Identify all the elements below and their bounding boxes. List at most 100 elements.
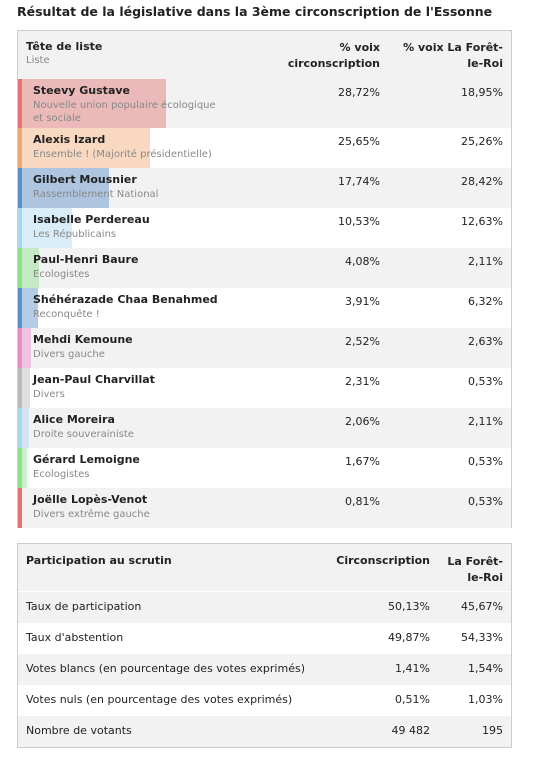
bar [18,248,39,288]
circ-value: 49 482 [391,724,431,737]
circ-value: 0,81% [345,495,380,508]
party-name: Ensemble ! (Majorité présidentielle) [33,149,212,160]
header-cell: Participation au scrutin [26,554,172,567]
candidate-name: Mehdi Kemoune [33,333,133,346]
party-name: Ecologistes [33,269,90,280]
circ-value: 49,87% [388,631,430,644]
header-cell: Circonscription [336,554,430,567]
header-sub: Liste [26,55,50,66]
circ-value: 17,74% [338,175,380,188]
bar [18,128,151,168]
participation-row: Votes nuls (en pourcentage des votes exp… [18,685,511,716]
commune-value: 1,54% [468,662,503,675]
result-row: Joëlle Lopès-Venot Divers extrême gauche 0… [18,488,511,528]
commune-value: 25,26% [461,135,503,148]
party-name: Divers [33,389,65,400]
circ-value: 3,91% [345,295,380,308]
candidate-name: Gérard Lemoigne [33,453,140,466]
color-strip [18,328,22,368]
circ-value: 1,41% [395,662,430,675]
bar [18,288,39,328]
result-row: Jean-Paul Charvillat Divers 2,31% 0,53% [18,368,511,408]
circ-value: 4,08% [345,255,380,268]
color-strip [18,168,22,208]
candidate-name: Joëlle Lopès-Venot [33,493,148,506]
commune-value: 54,33% [461,631,503,644]
bar [18,79,166,128]
commune-value: 45,67% [461,600,503,613]
commune-value: 0,53% [468,375,503,388]
commune-value: 18,95% [461,86,503,99]
party-name: Ecologistes [33,469,90,480]
color-strip [18,368,22,408]
result-row: Alexis Izard Ensemble ! (Majorité préside… [18,128,511,168]
result-row: Gilbert Mousnier Rassemblement National 17… [18,168,511,208]
header-row: Tête de liste Liste % voix circonscripti… [18,31,511,79]
color-strip [18,488,22,528]
commune-value: 2,63% [468,335,503,348]
bar [18,168,110,208]
commune-value: 195 [482,724,503,737]
commune-value: 12,63% [461,215,503,228]
participation-row: Taux de participation 50,13% 45,67% [18,592,511,623]
party-name: Nouvelle union populaire écologique et s… [33,100,216,124]
candidate-name: Alice Moreira [33,413,115,426]
color-strip [18,208,22,248]
result-row: Shéhérazade Chaa Benahmed Reconquête ! 3,9… [18,288,511,328]
label: Votes blancs (en pourcentage des votes e… [26,662,305,675]
party-name: Droite souverainiste [33,429,134,440]
result-row: Alice Moreira Droite souverainiste 2,06% 2,… [18,408,511,448]
label: Taux de participation [26,600,142,613]
participation-row: Votes blancs (en pourcentage des votes e… [18,654,511,685]
color-strip [18,79,22,128]
color-strip [18,288,22,328]
label: Taux d'abstention [26,631,124,644]
participation-table: Participation au scrutin Circonscription L… [17,543,512,748]
circ-value: 2,52% [345,335,380,348]
circ-value: 50,13% [388,600,430,613]
header-col1: % voix circonscription [287,41,380,70]
participation-row: Taux d'abstention 49,87% 54,33% [18,623,511,654]
results-table: Tête de liste Liste % voix circonscripti… [17,30,512,528]
label: Votes nuls (en pourcentage des votes exp… [26,693,293,706]
color-strip [18,448,22,488]
circ-value: 25,65% [338,135,380,148]
candidate-name: Alexis Izard [33,133,106,146]
party-name: Rassemblement National [33,189,159,200]
candidate-name: Jean-Paul Charvillat [33,373,155,386]
result-row: Isabelle Perdereau Les Républicains 10,53%… [18,208,511,248]
label: Nombre de votants [26,724,132,737]
commune-value: 2,11% [468,415,503,428]
circ-value: 10,53% [338,215,380,228]
party-name: Divers gauche [33,349,105,360]
circ-value: 2,06% [345,415,380,428]
title: Résultat de la législative dans la 3ème … [17,4,493,19]
candidate-name: Isabelle Perdereau [33,213,150,226]
circ-value: 1,67% [345,455,380,468]
header-cell: La Forêt-le-Roi [447,555,503,584]
circ-value: 28,72% [338,86,380,99]
bar [18,368,30,408]
commune-value: 6,32% [468,295,503,308]
result-row: Steevy Gustave Nouvelle union populaire é… [18,79,511,128]
bar [18,408,29,448]
result-row: Gérard Lemoigne Ecologistes 1,67% 0,53% [18,448,511,488]
candidate-name: Paul-Henri Baure [33,253,139,266]
bar [18,448,27,488]
participation-row: Nombre de votants 49 482 195 [18,716,511,747]
candidate-name: Steevy Gustave [33,84,130,97]
commune-value: 0,53% [468,455,503,468]
party-name: Divers extrême gauche [33,509,150,520]
result-row: Mehdi Kemoune Divers gauche 2,52% 2,63% [18,328,511,368]
header-name: Tête de liste [26,40,103,53]
color-strip [18,248,22,288]
color-strip [18,408,22,448]
party-name: Reconquête ! [33,309,100,320]
commune-value: 28,42% [461,175,503,188]
circ-value: 0,51% [395,693,430,706]
bar [18,208,73,248]
color-strip [18,128,22,168]
header-col2: % voix La Forêt-le-Roi [403,41,503,70]
commune-value: 2,11% [468,255,503,268]
